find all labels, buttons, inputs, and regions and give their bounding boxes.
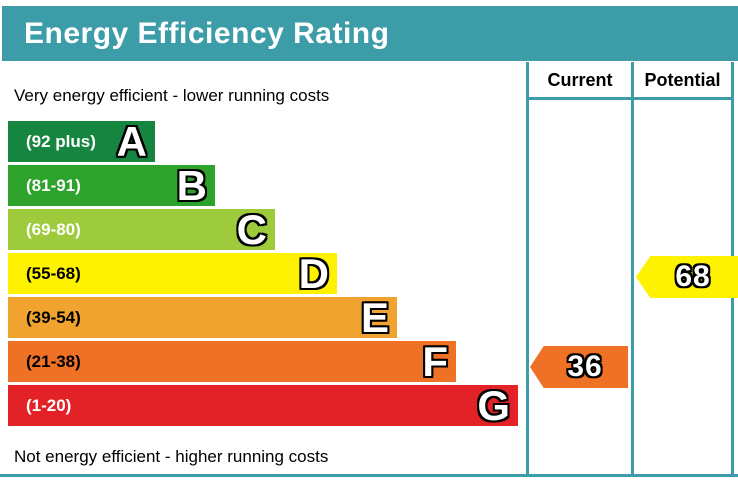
- band-range: (92 plus): [26, 131, 96, 151]
- band-b: (81-91) B: [8, 162, 215, 209]
- current-rating-value: 36: [567, 350, 603, 383]
- top-note: Very energy efficient - lower running co…: [14, 86, 330, 105]
- page-title: Energy Efficiency Rating: [24, 16, 390, 50]
- band-range: (81-91): [26, 175, 81, 195]
- band-f: (21-38) F: [8, 338, 456, 385]
- potential-rating-arrow: 68: [636, 256, 738, 298]
- potential-column-header: Potential: [644, 70, 721, 90]
- header-underline: [526, 97, 734, 100]
- band-range: (69-80): [26, 219, 81, 239]
- table-divider-middle: [631, 62, 634, 477]
- title-banner: Energy Efficiency Rating: [2, 6, 738, 61]
- band-range: (39-54): [26, 307, 81, 327]
- band-letter: E: [360, 294, 389, 341]
- band-c: (69-80) C: [8, 206, 275, 253]
- current-rating-arrow: 36: [530, 346, 628, 388]
- band-range: (21-38): [26, 351, 81, 371]
- bottom-border: [0, 474, 738, 477]
- band-letter: C: [236, 206, 267, 253]
- band-range: (1-20): [26, 395, 72, 415]
- band-letter: G: [477, 382, 510, 429]
- band-d: (55-68) D: [8, 250, 337, 297]
- current-column-header: Current: [547, 70, 613, 90]
- rating-bands: (92 plus) A (81-91) B (69-80) C (55-68) …: [8, 121, 518, 429]
- potential-rating-value: 68: [675, 260, 711, 293]
- bottom-note: Not energy efficient - higher running co…: [14, 447, 329, 466]
- band-letter: F: [422, 338, 448, 385]
- band-e: (39-54) E: [8, 294, 397, 341]
- band-range: (55-68): [26, 263, 81, 283]
- band-a: (92 plus) A: [8, 118, 155, 165]
- band-letter: B: [176, 162, 207, 209]
- band-g: (1-20) G: [8, 382, 518, 429]
- table-divider-left: [526, 62, 529, 477]
- band-letter: D: [298, 250, 329, 297]
- band-letter: A: [116, 118, 147, 165]
